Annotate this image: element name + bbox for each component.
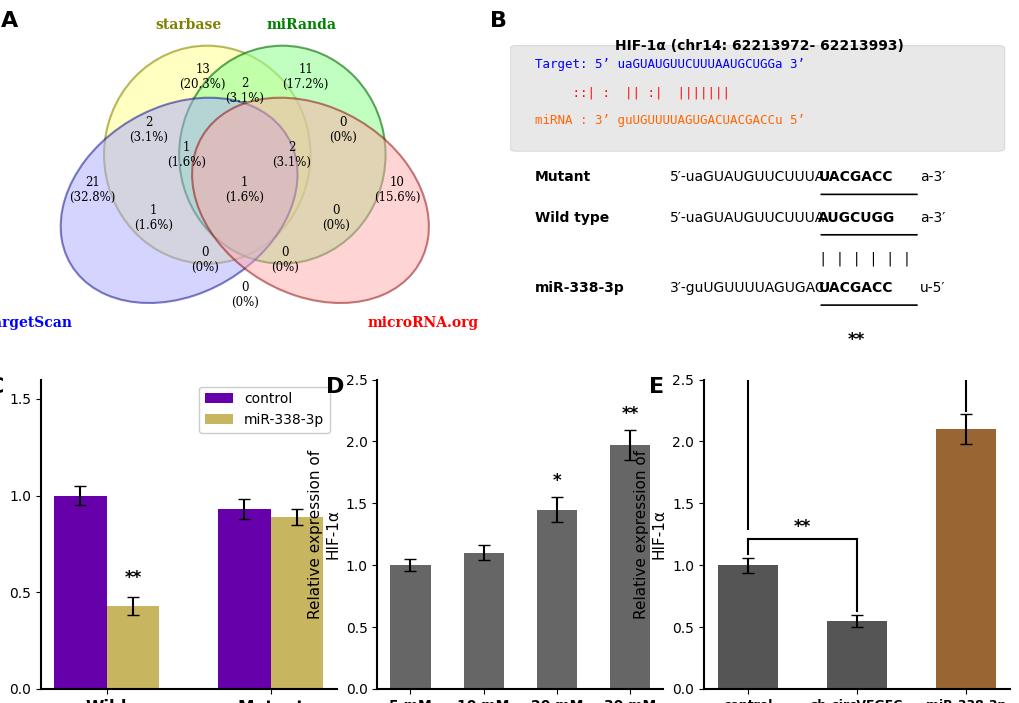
Ellipse shape bbox=[61, 98, 298, 303]
Text: ::| :  || :|  |||||||: ::| : || :| ||||||| bbox=[534, 86, 730, 99]
Text: **: ** bbox=[848, 330, 864, 349]
Text: u-5′: u-5′ bbox=[919, 281, 945, 295]
Bar bbox=[717, 565, 776, 689]
Text: miRNA : 3’ guUGUUUUAGUGACUACGACCu 5’: miRNA : 3’ guUGUUUUAGUGACUACGACCu 5’ bbox=[534, 115, 804, 127]
Text: Mutant: Mutant bbox=[534, 170, 591, 184]
Text: A: A bbox=[1, 11, 18, 30]
Text: UACGACC: UACGACC bbox=[817, 170, 892, 184]
Text: miR-338-3p: miR-338-3p bbox=[534, 281, 624, 295]
Text: 0
(0%): 0 (0%) bbox=[329, 116, 357, 144]
Ellipse shape bbox=[192, 98, 428, 303]
Text: miRanda: miRanda bbox=[266, 18, 336, 32]
Text: a-3′: a-3′ bbox=[919, 170, 945, 184]
Y-axis label: Relative expression of
HIF-1α: Relative expression of HIF-1α bbox=[634, 450, 665, 619]
Ellipse shape bbox=[179, 46, 385, 264]
Text: microRNA.org: microRNA.org bbox=[367, 316, 478, 330]
Text: 0
(0%): 0 (0%) bbox=[191, 246, 219, 274]
Bar bbox=[107, 606, 159, 689]
Text: HIF-1α (chr14: 62213972- 62213993): HIF-1α (chr14: 62213972- 62213993) bbox=[614, 39, 904, 53]
Text: starbase: starbase bbox=[155, 18, 221, 32]
Text: 1
(1.6%): 1 (1.6%) bbox=[166, 141, 206, 169]
Text: 1
(1.6%): 1 (1.6%) bbox=[133, 204, 172, 232]
Text: D: D bbox=[326, 377, 344, 396]
Text: 0
(0%): 0 (0%) bbox=[270, 246, 299, 274]
Text: UACGACC: UACGACC bbox=[817, 281, 892, 295]
Bar bbox=[935, 429, 995, 689]
Y-axis label: Relative expression of
HIF-1α: Relative expression of HIF-1α bbox=[308, 450, 339, 619]
Ellipse shape bbox=[104, 46, 310, 264]
Text: 2
(3.1%): 2 (3.1%) bbox=[129, 116, 168, 144]
Bar bbox=[54, 496, 107, 689]
Text: *: * bbox=[552, 472, 560, 490]
Text: 0
(0%): 0 (0%) bbox=[230, 281, 259, 309]
Text: 21
(32.8%): 21 (32.8%) bbox=[69, 176, 115, 204]
Text: **: ** bbox=[793, 517, 810, 536]
Text: 2
(3.1%): 2 (3.1%) bbox=[272, 141, 311, 169]
Text: 0
(0%): 0 (0%) bbox=[322, 204, 350, 232]
Text: 5′-uaGUAUGUUCUUUA: 5′-uaGUAUGUUCUUUA bbox=[669, 211, 824, 225]
Text: 5′-uaGUAUGUUCUUUA: 5′-uaGUAUGUUCUUUA bbox=[669, 170, 824, 184]
Text: 11
(17.2%): 11 (17.2%) bbox=[282, 63, 329, 91]
Text: C: C bbox=[0, 377, 4, 396]
Text: 10
(15.6%): 10 (15.6%) bbox=[374, 176, 420, 204]
Text: E: E bbox=[648, 377, 663, 396]
Bar bbox=[536, 510, 577, 689]
Bar bbox=[609, 445, 649, 689]
Text: Wild type: Wild type bbox=[534, 211, 608, 225]
Text: 13
(20.3%): 13 (20.3%) bbox=[179, 63, 225, 91]
Bar bbox=[826, 621, 886, 689]
Legend: control, miR-338-3p: control, miR-338-3p bbox=[199, 387, 329, 432]
Text: 2
(3.1%): 2 (3.1%) bbox=[225, 77, 264, 105]
Text: Target: 5’ uaGUAUGUUCUUUAAUGCUGGa 3’: Target: 5’ uaGUAUGUUCUUUAAUGCUGGa 3’ bbox=[534, 58, 804, 71]
Text: 1
(1.6%): 1 (1.6%) bbox=[225, 176, 264, 204]
Bar bbox=[218, 509, 270, 689]
Bar bbox=[270, 517, 323, 689]
Bar bbox=[390, 565, 430, 689]
Bar bbox=[463, 553, 503, 689]
Text: 3′-guUGUUUUAGUGAC: 3′-guUGUUUUAGUGAC bbox=[669, 281, 824, 295]
Text: B: B bbox=[489, 11, 506, 30]
Text: **: ** bbox=[124, 569, 142, 588]
Text: TargetScan: TargetScan bbox=[0, 316, 73, 330]
Y-axis label: Relative luciferase: Relative luciferase bbox=[0, 463, 3, 605]
FancyBboxPatch shape bbox=[510, 46, 1004, 151]
Text: **: ** bbox=[621, 405, 638, 423]
Text: | | | | | |: | | | | | | bbox=[818, 251, 910, 266]
Text: AUGCUGG: AUGCUGG bbox=[817, 211, 895, 225]
Text: a-3′: a-3′ bbox=[919, 211, 945, 225]
